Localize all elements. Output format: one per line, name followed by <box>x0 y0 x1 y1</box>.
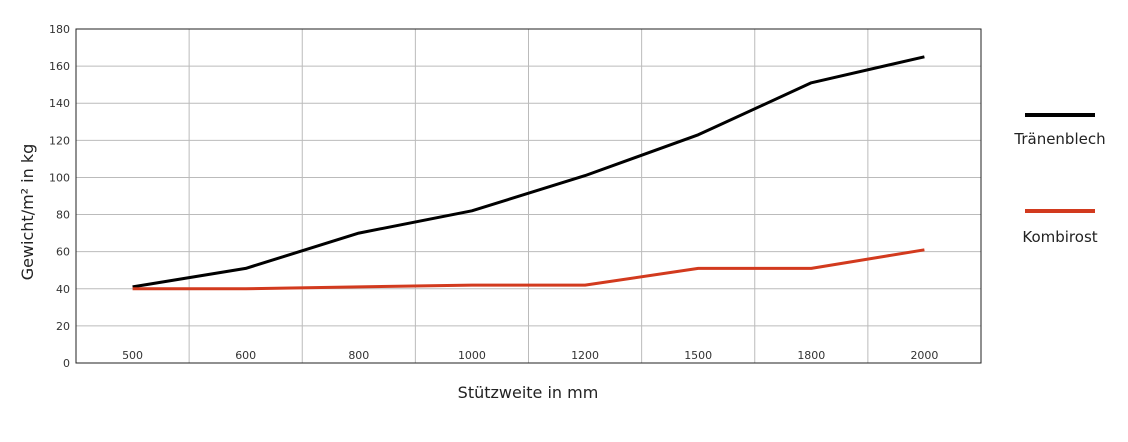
x-tick-label: 1500 <box>684 349 712 362</box>
series-line-tr-nenblech <box>132 55 925 289</box>
y-tick-label: 80 <box>56 209 70 222</box>
x-tick-label: 600 <box>235 349 256 362</box>
grid-lines <box>76 28 981 364</box>
x-tick-label: 1200 <box>571 349 599 362</box>
y-tick-label: 0 <box>63 357 70 370</box>
y-tick-label: 40 <box>56 283 70 296</box>
x-tick-label: 2000 <box>910 349 938 362</box>
series-lines <box>132 55 925 291</box>
y-axis-ticks: 0 20 40 60 80 100 120 140 160 180 <box>49 23 70 370</box>
plot-area-frame <box>75 28 982 364</box>
x-axis-ticks: 500 600 800 1000 1200 1500 1800 2000 <box>122 349 938 362</box>
y-tick-label: 180 <box>49 23 70 36</box>
x-tick-label: 800 <box>348 349 369 362</box>
x-axis-title: Stützweite in mm <box>458 383 599 402</box>
y-tick-label: 160 <box>49 60 70 73</box>
legend: Tränenblech Kombirost <box>1013 113 1106 246</box>
legend-label-kombirost: Kombirost <box>1022 228 1097 246</box>
y-tick-label: 120 <box>49 134 70 147</box>
y-tick-label: 100 <box>49 171 70 184</box>
y-tick-label: 140 <box>49 97 70 110</box>
x-tick-label: 1800 <box>797 349 825 362</box>
y-tick-label: 60 <box>56 246 70 259</box>
x-tick-label: 500 <box>122 349 143 362</box>
y-tick-label: 20 <box>56 320 70 333</box>
y-axis-title: Gewicht/m² in kg <box>18 144 37 281</box>
legend-label-tranenblech: Tränenblech <box>1013 130 1105 148</box>
series-line-kombirost <box>132 248 925 291</box>
x-tick-label: 1000 <box>458 349 486 362</box>
